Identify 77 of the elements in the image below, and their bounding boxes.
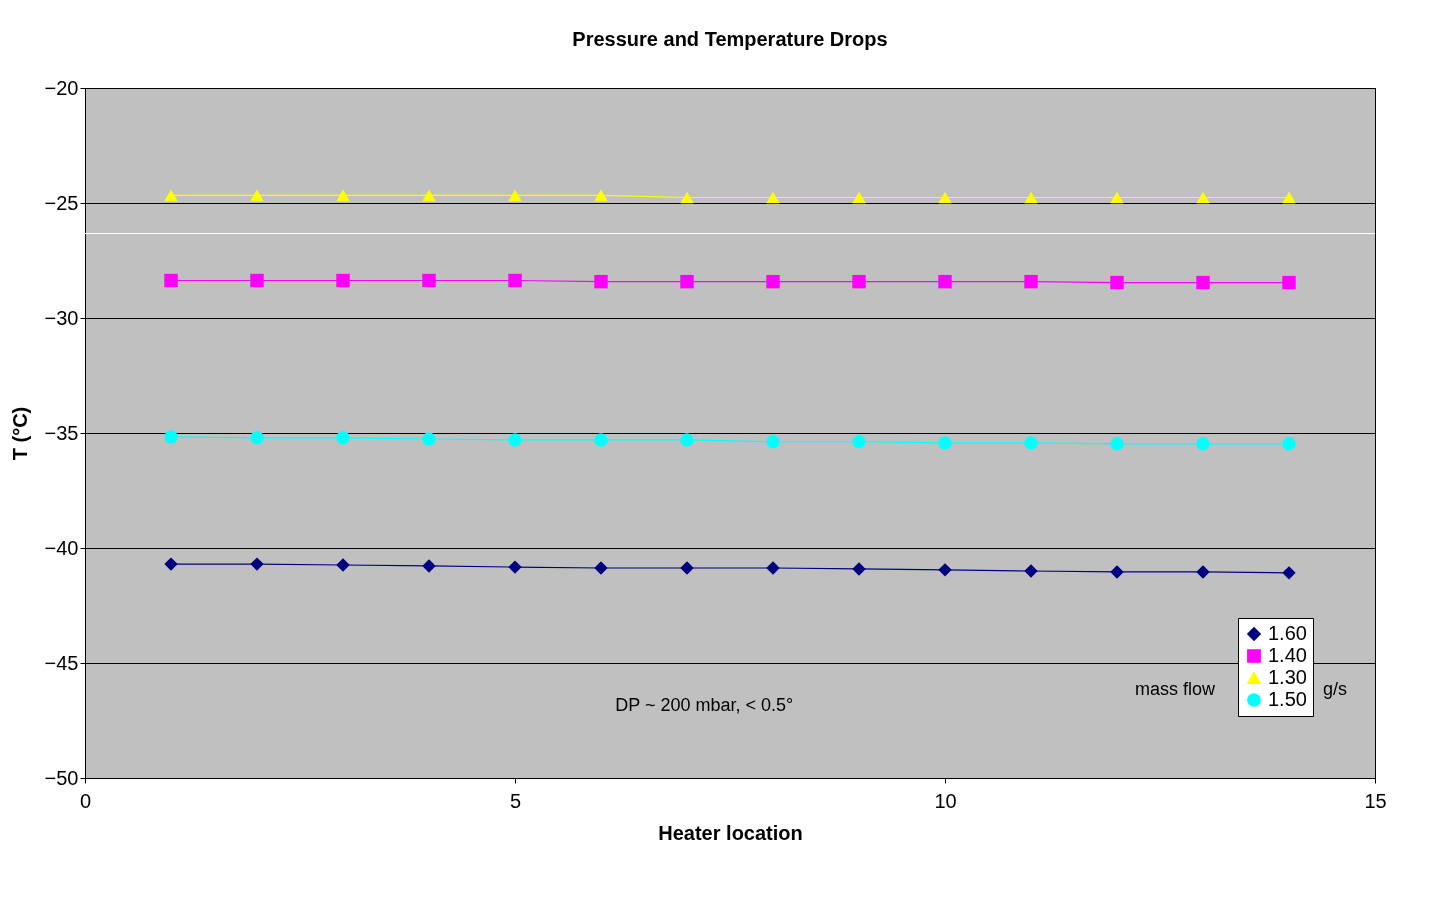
point	[852, 435, 866, 449]
point	[508, 560, 522, 574]
point	[164, 557, 178, 571]
x-tick-label: 10	[934, 789, 957, 812]
point	[422, 189, 436, 202]
y-axis-title: T (°C)	[8, 406, 31, 461]
point	[680, 561, 694, 575]
point	[1282, 566, 1296, 580]
x-tick-label: 15	[1364, 789, 1387, 812]
point	[164, 430, 178, 444]
point	[766, 561, 780, 575]
point	[766, 435, 780, 449]
point	[508, 189, 522, 202]
point	[594, 433, 608, 447]
point	[594, 561, 608, 575]
annotation: g/s	[1323, 679, 1348, 700]
legend-label: 1.50	[1268, 688, 1307, 710]
x-tick-label: 5	[509, 789, 522, 812]
y-tick-label: −40	[44, 536, 79, 559]
point	[336, 558, 350, 572]
point	[1110, 275, 1124, 290]
point	[938, 191, 952, 204]
annotation: DP ~ 200 mbar, < 0.5°	[615, 694, 794, 715]
y-tick-label: −50	[44, 766, 79, 789]
point	[250, 189, 264, 202]
point	[852, 274, 866, 289]
legend-label: 1.30	[1268, 666, 1307, 688]
point	[422, 559, 436, 573]
point	[1196, 191, 1210, 204]
annotation: mass flow	[1134, 679, 1216, 700]
point	[1110, 191, 1124, 204]
point	[250, 557, 264, 571]
point	[1024, 436, 1038, 450]
chart-title: Pressure and Temperature Drops	[572, 28, 888, 50]
point	[852, 191, 866, 204]
point	[1024, 564, 1038, 578]
point	[250, 273, 264, 288]
point	[1196, 437, 1210, 451]
point	[422, 432, 436, 446]
point	[680, 433, 694, 447]
point	[1282, 437, 1296, 451]
point	[1196, 275, 1210, 290]
point	[164, 273, 178, 288]
point	[938, 436, 952, 450]
point	[336, 273, 350, 288]
point	[680, 191, 694, 204]
point	[938, 274, 952, 289]
point	[594, 189, 608, 202]
y-tick-label: −25	[44, 191, 79, 214]
point	[250, 431, 264, 445]
point	[336, 431, 350, 445]
x-axis-title: Heater location	[658, 821, 803, 844]
point	[422, 273, 436, 288]
point	[508, 433, 522, 447]
point	[594, 274, 608, 289]
y-tick-label: −20	[44, 76, 79, 99]
point	[680, 274, 694, 289]
point	[164, 189, 178, 202]
y-tick-label: −30	[44, 306, 79, 329]
y-tick-label: −45	[44, 651, 79, 674]
point	[1282, 275, 1296, 290]
point	[1110, 437, 1124, 451]
point	[1110, 565, 1124, 579]
point	[766, 191, 780, 204]
point	[1196, 565, 1210, 579]
y-tick-label: −35	[44, 421, 79, 444]
legend-label: 1.40	[1268, 644, 1307, 666]
point	[1282, 191, 1296, 204]
point	[938, 563, 952, 577]
legend-label: 1.60	[1268, 622, 1307, 644]
point	[508, 273, 522, 288]
point	[1024, 191, 1038, 204]
point	[336, 189, 350, 202]
point	[766, 274, 780, 289]
point	[1024, 274, 1038, 289]
point	[852, 562, 866, 576]
x-tick-label: 0	[79, 789, 92, 812]
